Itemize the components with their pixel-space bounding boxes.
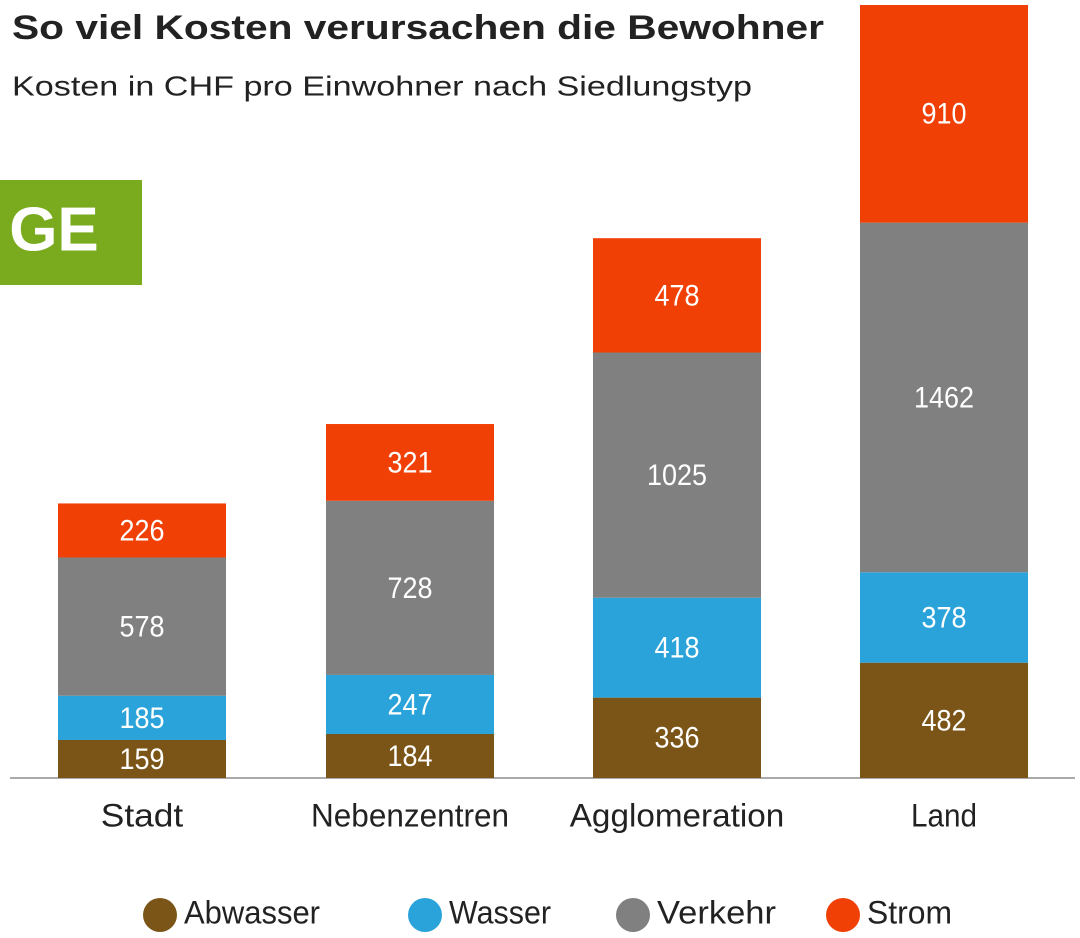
value-label: 247: [388, 688, 433, 721]
x-tick-label: Agglomeration: [570, 797, 785, 833]
bar-segment: [593, 697, 761, 778]
value-label: 184: [388, 740, 433, 773]
bar-segment: [860, 662, 1028, 778]
chart-title: So viel Kosten verursachen die Bewohner: [12, 9, 824, 47]
bar-segment: [860, 5, 1028, 223]
value-label: 418: [655, 632, 700, 665]
bar-segment: [326, 424, 494, 501]
x-tick-label: Stadt: [101, 797, 184, 833]
bar-segment: [593, 352, 761, 598]
value-label: 226: [120, 514, 165, 547]
legend-swatch: [826, 898, 860, 932]
value-label: 578: [120, 611, 165, 644]
legend-swatch: [616, 898, 650, 932]
value-label: 482: [922, 704, 967, 737]
bar-segment: [860, 222, 1028, 573]
bar-segment: [326, 674, 494, 734]
value-label: 378: [922, 601, 967, 634]
legend-swatch: [408, 898, 442, 932]
legend-label: Abwasser: [184, 894, 320, 930]
bar-segment: [593, 597, 761, 698]
bar-segment: [326, 500, 494, 675]
value-label: 336: [655, 722, 700, 755]
badge: GE: [9, 195, 99, 264]
value-label: 910: [922, 98, 967, 131]
legend-label: Wasser: [449, 894, 551, 930]
value-label: 1025: [647, 459, 707, 492]
value-label: 159: [120, 743, 165, 776]
bar-segment: [58, 557, 226, 696]
value-label: 478: [655, 279, 700, 312]
x-tick-label: Land: [911, 797, 977, 833]
x-tick-label: Nebenzentren: [311, 797, 509, 833]
value-label: 728: [388, 572, 433, 605]
legend-label: Strom: [867, 894, 952, 930]
bar-segment: [593, 238, 761, 353]
value-label: 185: [120, 702, 165, 735]
legend-swatch: [143, 898, 177, 932]
bar-segment: [326, 733, 494, 778]
badge-bg: [0, 180, 142, 285]
value-label: 321: [388, 446, 433, 479]
value-label: 1462: [914, 381, 974, 414]
chart-subtitle: Kosten in CHF pro Einwohner nach Siedlun…: [12, 70, 752, 101]
legend-label: Verkehr: [657, 894, 776, 930]
bar-segment: [58, 695, 226, 740]
bar-segment: [58, 503, 226, 558]
bar-segment: [58, 739, 226, 778]
bar-segment: [860, 572, 1028, 663]
